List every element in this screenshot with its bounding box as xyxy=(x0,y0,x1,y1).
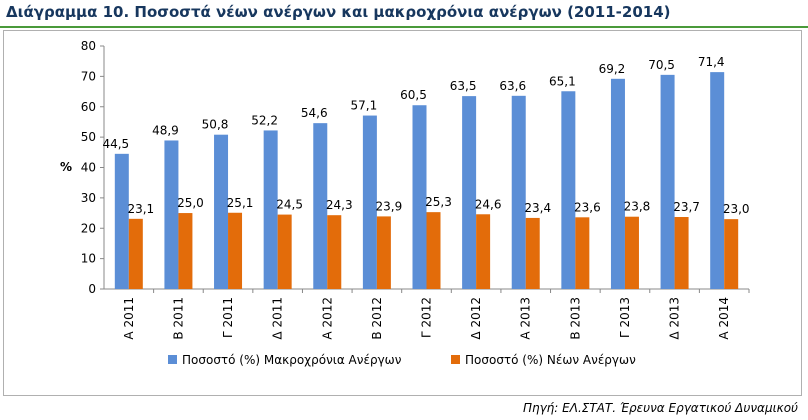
data-label: 23,6 xyxy=(574,200,601,214)
data-label: 24,6 xyxy=(475,197,502,211)
page-title: Διάγραμμα 10. Ποσοστά νέων ανέργων και μ… xyxy=(6,3,671,21)
data-label: 23,1 xyxy=(127,202,154,216)
bar-long-term xyxy=(412,105,427,289)
bar-youth xyxy=(178,213,193,289)
data-label: 71,4 xyxy=(698,55,725,69)
data-label: 23,4 xyxy=(524,201,551,215)
data-label: 25,0 xyxy=(177,196,204,210)
bar-youth xyxy=(674,217,689,289)
bar-long-term xyxy=(660,74,675,289)
data-label: 24,3 xyxy=(326,198,353,212)
x-tick-label: Γ 2011 xyxy=(221,297,235,338)
bar-youth xyxy=(525,217,540,289)
bar-youth xyxy=(327,215,342,289)
source-note: Πηγή: ΕΛ.ΣΤΑΤ. Έρευνα Εργατικού Δυναμικο… xyxy=(522,401,798,415)
bar-chart: 0 10 20 30 40 50 60 70 80% 44,5 23,1 Α 2011 48,9 25,0… xyxy=(60,39,750,367)
x-tick-label: Δ 2013 xyxy=(668,297,682,340)
data-label: 44,5 xyxy=(102,137,129,151)
data-label: 23,9 xyxy=(376,199,403,213)
data-label: 52,2 xyxy=(251,113,278,127)
bar-youth xyxy=(575,217,590,289)
data-label: 69,2 xyxy=(599,62,626,76)
bar-long-term xyxy=(263,130,278,289)
x-tick-label: Β 2012 xyxy=(370,297,384,340)
bar-long-term xyxy=(710,72,725,289)
data-label: 24,5 xyxy=(276,198,303,212)
bar-youth xyxy=(228,212,243,289)
data-label: 50,8 xyxy=(202,118,229,132)
x-tick-label: Α 2014 xyxy=(717,297,731,340)
bar-youth xyxy=(724,219,739,289)
bar-youth xyxy=(277,214,292,289)
data-label: 25,1 xyxy=(227,196,254,210)
bar-long-term xyxy=(164,140,179,289)
bar-youth xyxy=(624,216,639,289)
y-tick-label: 60 xyxy=(81,100,96,114)
bar-youth xyxy=(376,216,391,289)
title-divider xyxy=(0,26,808,28)
y-tick-label: 10 xyxy=(81,252,96,266)
x-tick-label: Γ 2012 xyxy=(420,297,434,338)
data-label: 65,1 xyxy=(549,74,576,88)
data-label: 63,5 xyxy=(450,79,477,93)
data-label: 23,7 xyxy=(673,200,700,214)
legend-long-term-label: Ποσοστό (%) Μακροχρόνια Ανέργων xyxy=(182,353,402,367)
y-tick-label: 20 xyxy=(81,221,96,235)
bar-long-term xyxy=(362,115,377,289)
data-label: 70,5 xyxy=(648,58,675,72)
y-tick-label: 70 xyxy=(81,69,96,83)
x-tick-label: Δ 2011 xyxy=(271,297,285,340)
x-tick-label: Δ 2012 xyxy=(469,297,483,340)
x-tick-label: Α 2011 xyxy=(122,297,136,340)
bar-long-term xyxy=(114,153,129,289)
y-tick-label: 30 xyxy=(81,191,96,205)
y-tick-label: 80 xyxy=(81,39,96,53)
data-label: 23,8 xyxy=(624,200,651,214)
data-label: 54,6 xyxy=(301,106,328,120)
bar-long-term xyxy=(313,123,328,289)
y-tick-label: 40 xyxy=(81,161,96,175)
data-label: 48,9 xyxy=(152,123,179,137)
data-label: 23,0 xyxy=(723,202,750,216)
bar-youth xyxy=(476,214,491,289)
bar-youth xyxy=(426,212,441,289)
data-label: 60,5 xyxy=(400,88,427,102)
bar-long-term xyxy=(462,96,477,290)
title-bar: Διάγραμμα 10. Ποσοστά νέων ανέργων και μ… xyxy=(0,0,808,26)
y-tick-label: 50 xyxy=(81,130,96,144)
bar-youth xyxy=(128,218,143,289)
legend-youth-label: Ποσοστό (%) Νέων Ανέργων xyxy=(465,353,636,367)
legend-long-term-swatch xyxy=(168,355,177,364)
bar-long-term xyxy=(214,134,229,289)
x-tick-label: Α 2012 xyxy=(320,297,334,340)
x-tick-label: Α 2013 xyxy=(519,297,533,340)
x-tick-label: Β 2013 xyxy=(568,297,582,340)
y-tick-label: 0 xyxy=(88,282,96,296)
data-label: 57,1 xyxy=(351,99,378,113)
bar-long-term xyxy=(511,95,526,289)
data-label: 25,3 xyxy=(425,195,452,209)
bar-long-term xyxy=(610,78,625,290)
bar-long-term xyxy=(561,91,576,289)
legend-youth-swatch xyxy=(451,355,460,364)
x-tick-label: Β 2011 xyxy=(171,297,185,340)
x-tick-label: Γ 2013 xyxy=(618,297,632,338)
y-axis-label: % xyxy=(60,160,72,174)
data-label: 63,6 xyxy=(499,79,526,93)
